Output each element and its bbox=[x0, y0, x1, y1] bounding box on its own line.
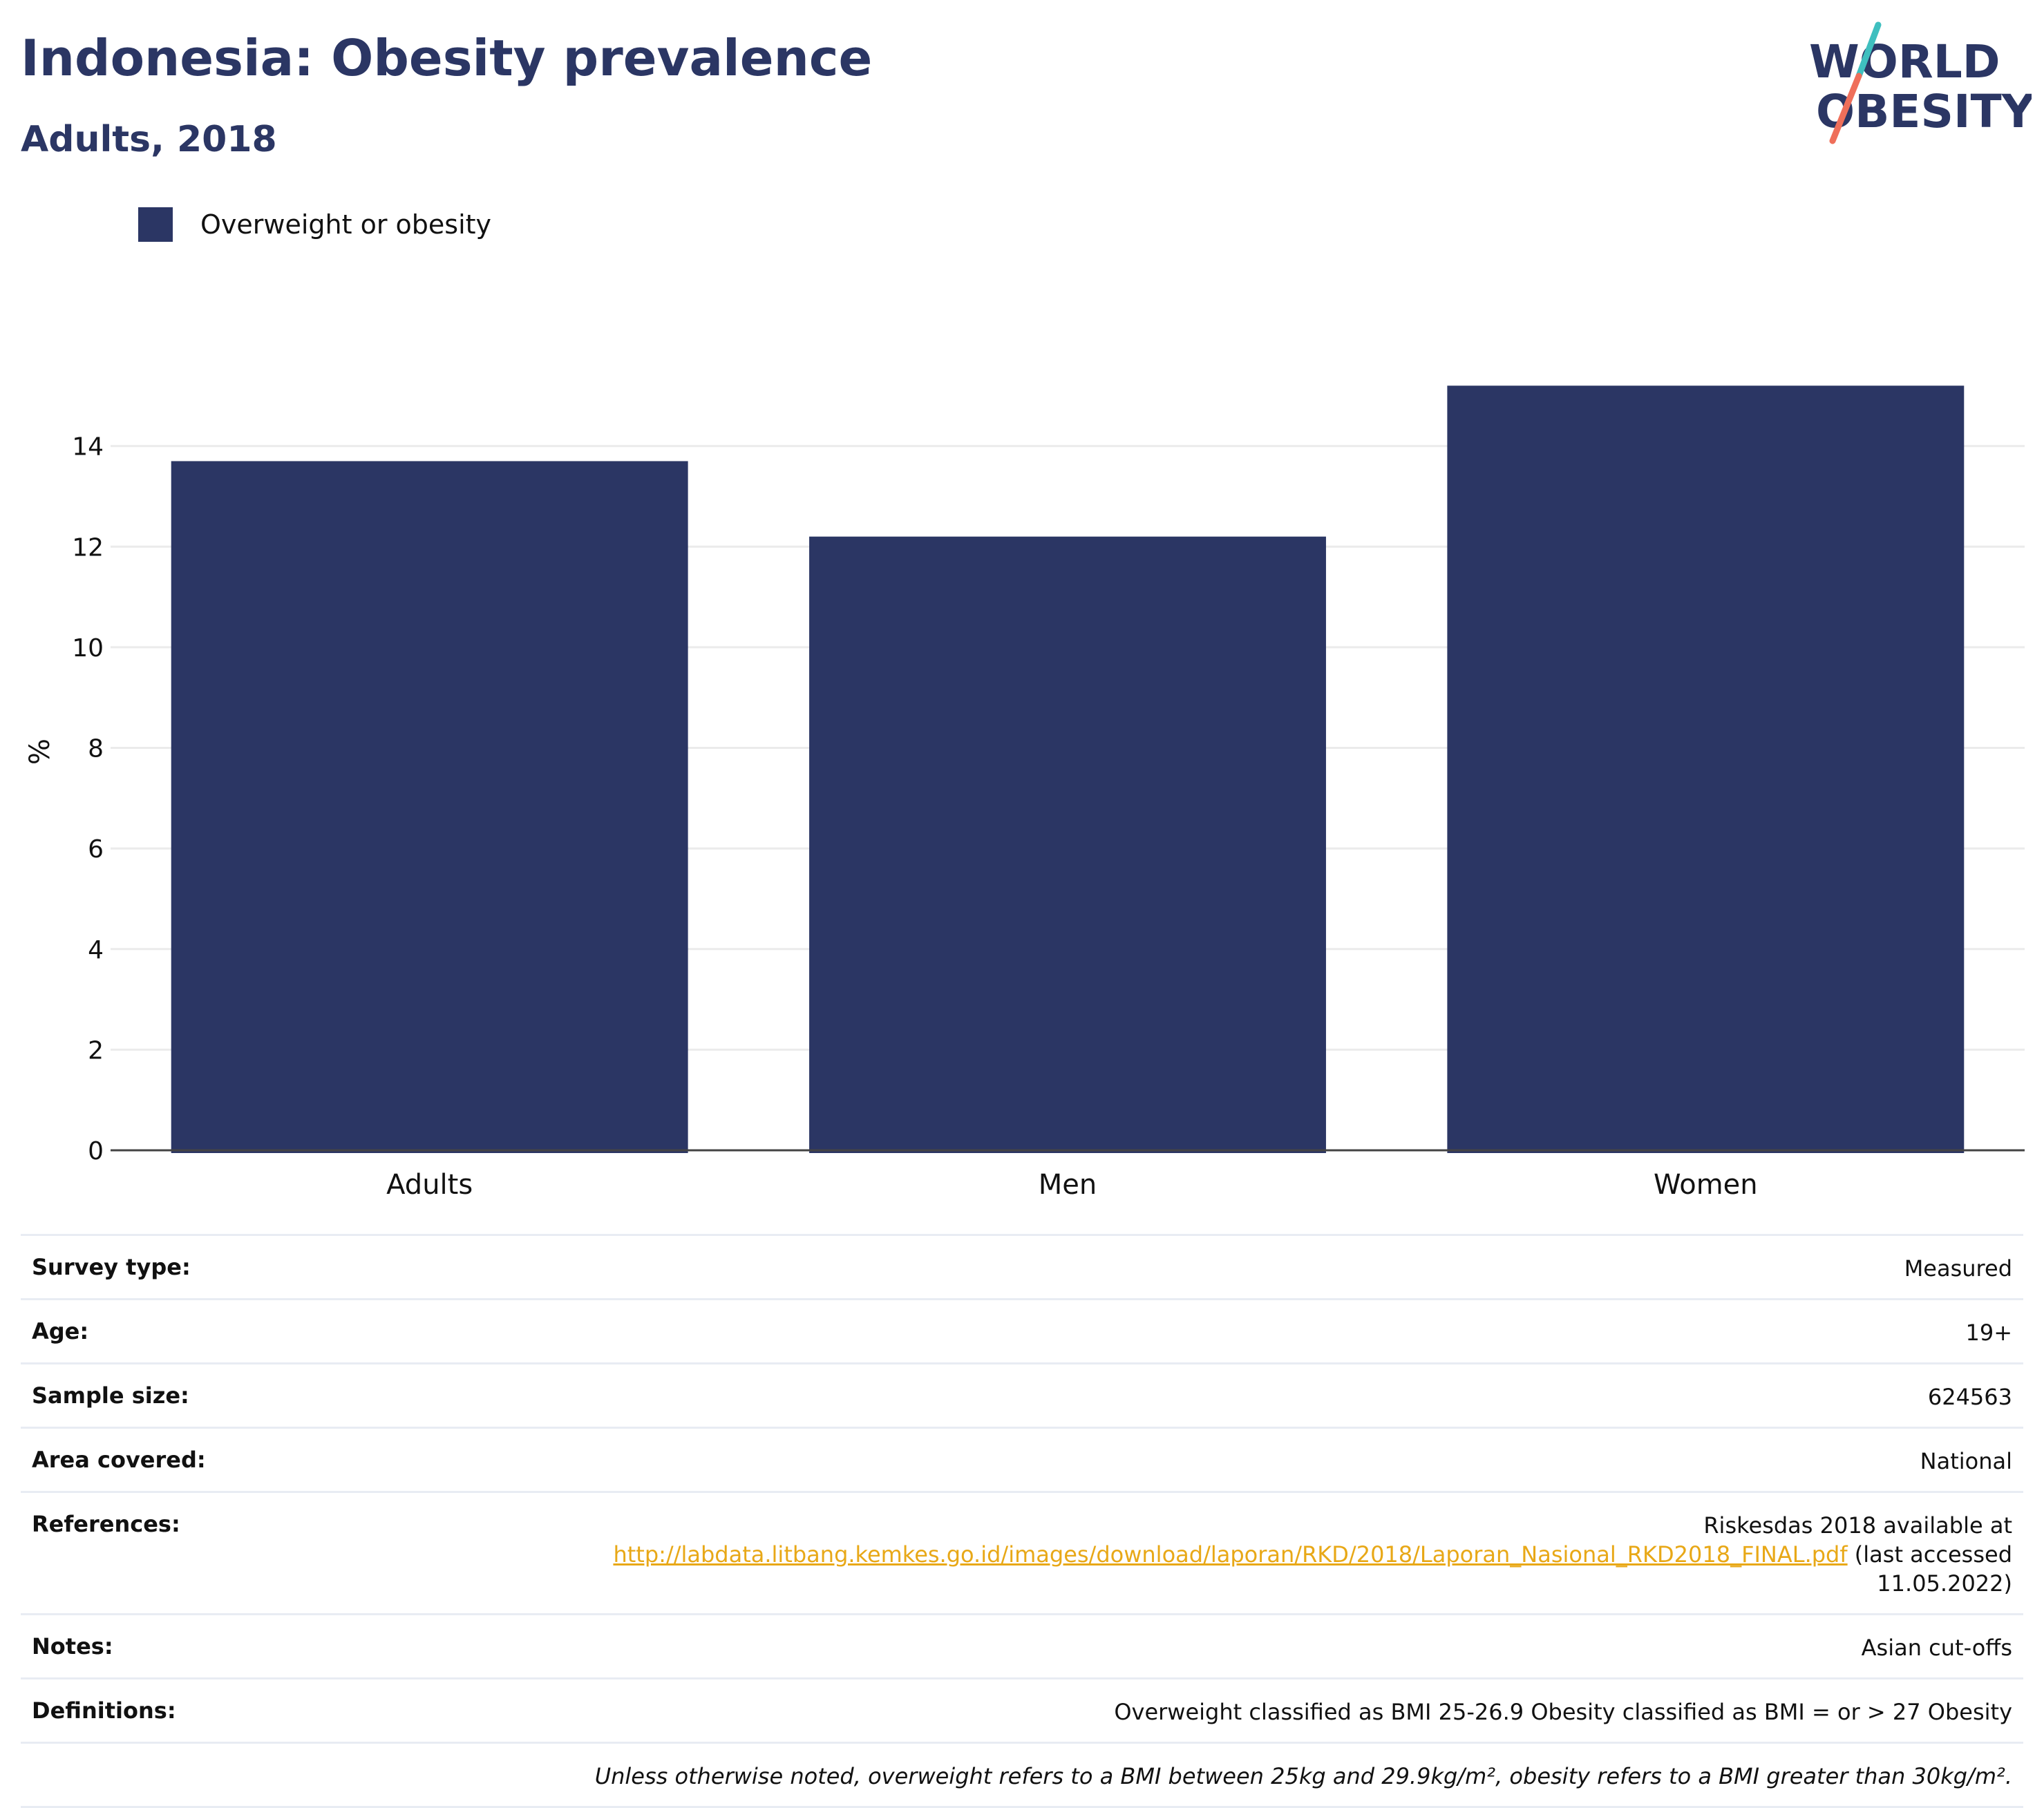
bar-chart: 0 2 4 6 8 10 12 14 Adults Men Women bbox=[72, 386, 2025, 1201]
notes-value: Asian cut-offs bbox=[1861, 1635, 2012, 1661]
sample-size-label: Sample size: bbox=[32, 1382, 189, 1409]
chart-legend: Overweight or obesity bbox=[138, 204, 491, 245]
meta-row-survey-type: Survey type: Measured bbox=[21, 1234, 2023, 1298]
age-value: 19+ bbox=[1965, 1320, 2012, 1346]
survey-type-label: Survey type: bbox=[32, 1254, 191, 1280]
y-tick-label: 8 bbox=[88, 735, 104, 763]
logo-slash-coral bbox=[1829, 73, 1862, 144]
references-link-line: http://labdata.litbang.kemkes.go.id/imag… bbox=[613, 1540, 2012, 1569]
y-tick-label: 2 bbox=[88, 1036, 104, 1065]
page-subtitle: Adults, 2018 bbox=[21, 119, 277, 160]
meta-row-definitions: Definitions: Overweight classified as BM… bbox=[21, 1677, 2023, 1742]
meta-row-footnote: Unless otherwise noted, overweight refer… bbox=[21, 1742, 2023, 1808]
references-date: 11.05.2022) bbox=[1877, 1570, 2012, 1597]
y-tick-label: 10 bbox=[72, 634, 104, 663]
area-value: National bbox=[1920, 1448, 2012, 1474]
references-text: Riskesdas 2018 available at bbox=[1703, 1512, 2012, 1539]
legend-label: Overweight or obesity bbox=[200, 209, 492, 240]
meta-row-references: References: Riskesdas 2018 available at … bbox=[21, 1491, 2023, 1613]
survey-type-value: Measured bbox=[1904, 1255, 2012, 1282]
y-tick-label: 6 bbox=[88, 835, 104, 864]
y-tick-label: 14 bbox=[72, 433, 104, 461]
survey-details-table: Survey type: Measured Age: 19+ Sample si… bbox=[21, 1234, 2023, 1808]
meta-row-sample-size: Sample size: 624563 bbox=[21, 1362, 2023, 1427]
references-link[interactable]: http://labdata.litbang.kemkes.go.id/imag… bbox=[613, 1541, 1848, 1568]
area-label: Area covered: bbox=[32, 1447, 206, 1473]
page-title: Indonesia: Obesity prevalence bbox=[21, 29, 873, 87]
x-tick-label: Men bbox=[1039, 1169, 1097, 1201]
x-tick-label: Women bbox=[1654, 1169, 1758, 1201]
notes-label: Notes: bbox=[32, 1633, 113, 1659]
world-obesity-logo: WORLD OBESITY bbox=[1809, 21, 2032, 144]
meta-row-notes: Notes: Asian cut-offs bbox=[21, 1613, 2023, 1677]
age-label: Age: bbox=[32, 1318, 89, 1344]
definitions-label: Definitions: bbox=[32, 1697, 176, 1724]
logo-text-world: WORLD bbox=[1809, 35, 2000, 88]
legend-swatch bbox=[138, 207, 173, 242]
logo-slash-teal bbox=[1855, 21, 1882, 79]
y-tick-label: 0 bbox=[88, 1137, 104, 1165]
y-tick-label: 12 bbox=[72, 533, 104, 562]
footnote: Unless otherwise noted, overweight refer… bbox=[594, 1763, 2012, 1789]
bar-women bbox=[1447, 386, 1965, 1153]
logo-text-obesity: OBESITY bbox=[1816, 85, 2032, 138]
x-tick-label: Adults bbox=[386, 1169, 473, 1201]
references-value: Riskesdas 2018 available at http://labda… bbox=[613, 1511, 2012, 1598]
meta-row-age: Age: 19+ bbox=[21, 1298, 2023, 1362]
bar-adults bbox=[171, 461, 688, 1153]
bar-men bbox=[809, 536, 1326, 1153]
references-label: References: bbox=[32, 1511, 180, 1537]
y-tick-label: 4 bbox=[88, 936, 104, 964]
references-suffix: (last accessed bbox=[1854, 1541, 2012, 1568]
meta-row-area: Area covered: National bbox=[21, 1427, 2023, 1491]
sample-size-value: 624563 bbox=[1927, 1384, 2012, 1410]
definitions-value: Overweight classified as BMI 25-26.9 Obe… bbox=[1114, 1699, 2012, 1725]
